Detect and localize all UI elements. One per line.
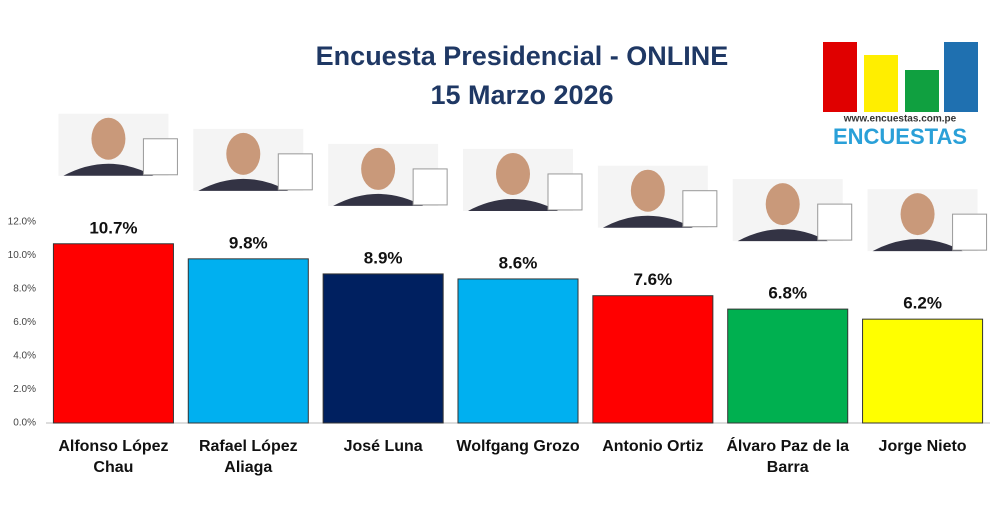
bar [52, 243, 174, 424]
photo-head [226, 132, 261, 175]
logo: www.encuestas.com.pe ENCUESTAS [823, 42, 978, 149]
party-logo [277, 153, 313, 191]
value-label: 8.6% [499, 253, 538, 272]
logo-block [944, 42, 978, 112]
photo-body [63, 163, 154, 176]
y-tick-label: 8.0% [13, 284, 36, 295]
y-tick-label: 2.0% [13, 384, 36, 395]
value-label: 6.2% [903, 294, 942, 313]
x-tick-label: Antonio Ortiz [602, 438, 704, 455]
x-tick-label: Alfonso López Chau [58, 438, 169, 476]
party-logo [412, 168, 448, 206]
logo-name: ENCUESTAS [833, 124, 967, 149]
photo-body [198, 178, 289, 191]
photo-body [602, 215, 693, 228]
party-logo [682, 190, 718, 228]
bar [592, 295, 714, 424]
x-tick-label: Rafael López Aliaga [198, 438, 298, 476]
logo-block [905, 70, 939, 112]
logo-block [864, 55, 898, 112]
bar [727, 308, 849, 424]
party-logo [547, 173, 583, 211]
y-tick-label: 4.0% [13, 351, 36, 362]
x-tick-label: Wolfgang Grozo [456, 438, 580, 455]
y-tick-label: 12.0% [8, 217, 36, 228]
photo-body [468, 198, 558, 211]
value-label: 7.6% [633, 270, 672, 289]
party-logo [817, 203, 853, 241]
y-tick-label: 6.0% [13, 317, 36, 328]
party-logo [142, 138, 178, 176]
logo-url: www.encuestas.com.pe [843, 114, 957, 125]
photo-body [872, 239, 963, 252]
photo-head [91, 117, 126, 160]
x-tick-label: Álvaro Paz de la Barra [726, 438, 850, 476]
chart-title: Encuesta Presidencial - ONLINE [316, 41, 729, 71]
value-label: 8.9% [364, 248, 403, 267]
bar [322, 273, 444, 424]
photo-head [361, 147, 396, 190]
x-tick-label: Jorge Nieto [878, 438, 967, 455]
photo-body [333, 193, 424, 206]
value-label: 6.8% [768, 284, 807, 303]
bar [187, 258, 309, 424]
logo-block [823, 42, 857, 112]
party-logo [952, 213, 988, 251]
photo-head [900, 193, 935, 236]
bar [862, 318, 984, 424]
photo-head [630, 169, 665, 212]
photo-head [496, 152, 530, 195]
chart-subtitle: 15 Marzo 2026 [430, 80, 613, 110]
y-tick-label: 10.0% [8, 250, 36, 261]
value-label: 10.7% [89, 218, 137, 237]
photo-head [765, 183, 800, 226]
y-tick-label: 0.0% [13, 418, 36, 429]
photo-body [737, 229, 828, 242]
value-label: 9.8% [229, 233, 268, 252]
bar [457, 278, 579, 424]
x-tick-label: José Luna [343, 438, 423, 455]
